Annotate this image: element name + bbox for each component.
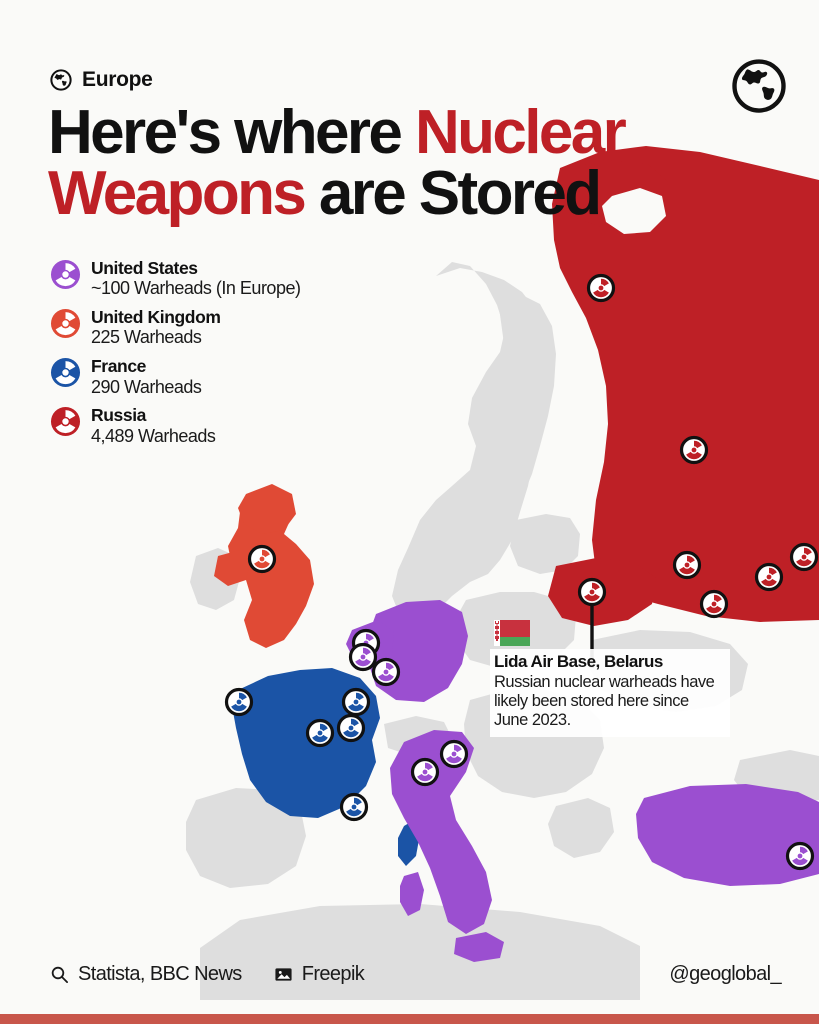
marker-russia-kola[interactable] (586, 273, 616, 303)
legend: United States ~100 Warheads (In Europe) … (50, 258, 390, 454)
legend-item-france: France 290 Warheads (50, 356, 390, 397)
marker-france-brest[interactable] (224, 687, 254, 717)
image-icon (275, 968, 292, 981)
marker-belarus-lida[interactable] (577, 577, 607, 607)
marker-buchel[interactable] (371, 657, 401, 687)
legend-country-name: Russia (91, 405, 146, 426)
country-sardinia (400, 872, 424, 916)
markers-uk[interactable] (247, 544, 277, 574)
land-finland (486, 294, 556, 520)
footer-credit-text: Freepik (301, 963, 365, 985)
legend-item-russia: Russia 4,489 Warheads (50, 405, 390, 446)
marker-russia-south[interactable] (672, 550, 702, 580)
land-northafrica (200, 904, 640, 1000)
marker-france-east[interactable] (336, 713, 366, 743)
marker-russia-east2[interactable] (754, 562, 784, 592)
callout-text-box: Lida Air Base, Belarus Russian nuclear w… (490, 649, 730, 737)
radiation-icon (50, 259, 81, 290)
marker-france-north[interactable] (341, 687, 371, 717)
marker-russia-crimea[interactable] (699, 589, 729, 619)
radiation-icon (50, 358, 81, 388)
radiation-icon (50, 407, 81, 437)
marker-ghedi[interactable] (410, 757, 440, 787)
footer-source-text: Statista, BBC News (78, 963, 242, 985)
marker-russia-east1[interactable] (789, 542, 819, 572)
footer-handle: @geoglobal_ (669, 963, 781, 985)
land-baltics (510, 514, 580, 574)
legend-country-name: United Kingdom (91, 307, 221, 328)
legend-warhead-count: 4,489 Warheads (91, 425, 216, 446)
headline-red-weapons: Weapons (48, 158, 307, 228)
country-russia-whitesea-cut (602, 188, 666, 234)
markers-russia[interactable] (577, 273, 819, 619)
footer-sources: Statista, BBC News Freepik (50, 963, 365, 986)
marker-incirlik[interactable] (785, 841, 815, 871)
headline-part1: Here's where (48, 98, 415, 167)
marker-france-south[interactable] (339, 792, 369, 822)
marker-uk-coulport[interactable] (247, 544, 277, 574)
bottom-accent-strip (0, 1014, 819, 1024)
legend-country-name: United States (91, 258, 198, 278)
legend-warhead-count: 225 Warheads (91, 327, 202, 348)
marker-volkel[interactable] (348, 642, 378, 672)
belarus-flag-icon (494, 620, 530, 646)
kicker-label: Europe (82, 68, 153, 91)
legend-item-united-kingdom: United Kingdom 225 Warheads (50, 307, 390, 348)
globe-americas-icon (732, 59, 786, 113)
callout-lida-air-base: Lida Air Base, Belarus Russian nuclear w… (490, 620, 730, 737)
country-sicily (454, 932, 504, 962)
land-greece-aegean (548, 798, 614, 858)
page-title: Here's where Nuclear Weapons are Stored (48, 102, 648, 228)
markers-france[interactable] (224, 687, 371, 822)
legend-warhead-count: ~100 Warheads (In Europe) (91, 278, 301, 299)
kicker: Europe (50, 68, 153, 92)
legend-item-united-states: United States ~100 Warheads (In Europe) (50, 258, 390, 299)
country-russia (552, 146, 819, 622)
map-russia (548, 146, 819, 626)
globe-icon (50, 69, 72, 91)
headline-part2: are Stored (304, 158, 602, 228)
legend-country-name: France (91, 356, 146, 377)
callout-body: Russian nuclear warheads have likely bee… (494, 672, 715, 730)
radiation-icon (50, 309, 81, 339)
footer: Statista, BBC News Freepik @geoglobal_ (50, 963, 782, 986)
search-icon (51, 966, 69, 984)
country-uk-nireland (214, 550, 250, 586)
callout-title: Lida Air Base, Belarus (494, 652, 663, 671)
headline-red-nuclear: Nuclear (414, 98, 627, 167)
land-iberia (186, 788, 306, 888)
marker-aviano[interactable] (439, 739, 469, 769)
marker-russia-central[interactable] (679, 435, 709, 465)
legend-warhead-count: 290 Warheads (91, 376, 202, 397)
country-uk-scotland (238, 484, 296, 534)
country-turkey (636, 784, 819, 886)
marker-france-center[interactable] (305, 718, 335, 748)
